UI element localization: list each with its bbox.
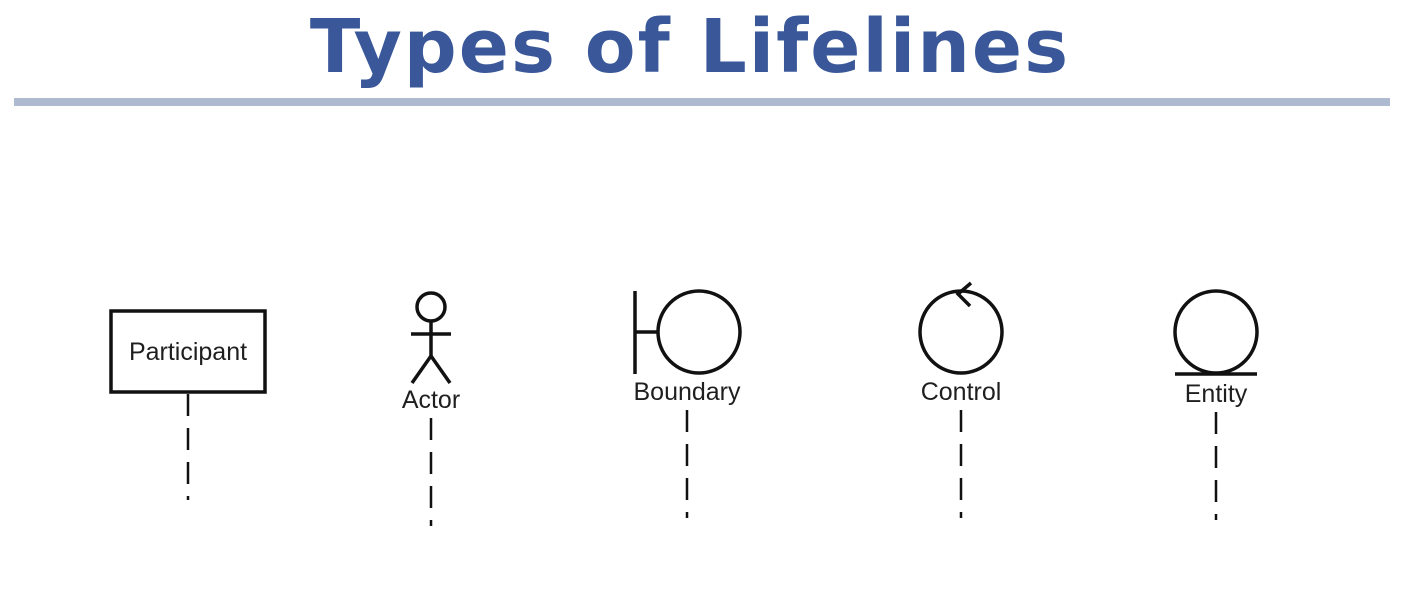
participant-box-icon [109,309,267,394]
title-divider [14,98,1390,106]
lifeline-label-actor: Actor [402,386,460,414]
control-icon [918,281,1004,375]
boundary-icon [633,289,742,375]
entity-icon [1173,289,1259,376]
lifeline-participant: Participant [109,309,267,500]
lifeline-actor: Actor [402,291,460,526]
slide-title: Types of Lifelines [309,4,1071,90]
lifeline-control: Control [918,281,1004,518]
lifeline-label-entity: Entity [1185,380,1248,408]
lifeline-boundary: Boundary [633,289,742,518]
lifeline-label-control: Control [921,378,1002,406]
lifeline-label-participant: Participant [129,338,247,366]
lifeline-label-boundary: Boundary [633,378,741,406]
stick-figure-icon [410,291,452,385]
lifeline-entity: Entity [1173,289,1259,520]
